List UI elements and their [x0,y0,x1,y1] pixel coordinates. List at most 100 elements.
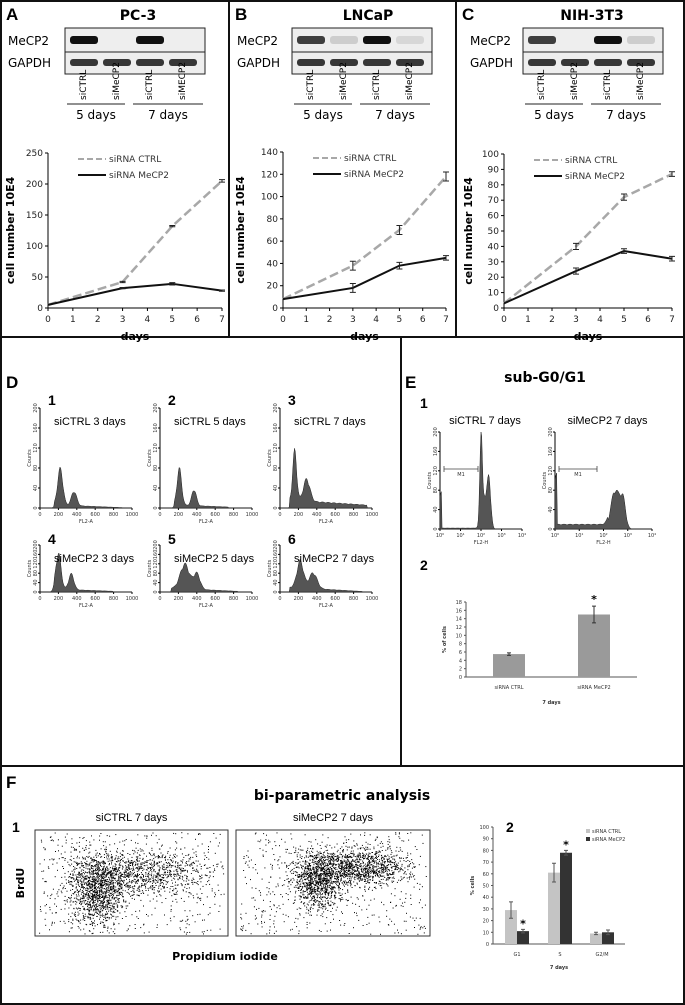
x-tick-label: 200 [294,512,304,518]
scatter-point [307,912,309,914]
scatter-point [109,850,111,852]
scatter-point [109,880,111,882]
scatter-point [326,930,328,932]
scatter-point [82,896,84,898]
scatter-point [311,875,313,877]
scatter-point [341,893,343,895]
scatter-point [126,866,127,868]
scatter-point [149,874,151,876]
scatter-point [265,844,267,846]
scatter-point [325,856,327,858]
y-tick-label: 4 [459,658,462,664]
scatter-point [364,874,366,876]
scatter-point [319,885,321,887]
scatter-point [125,876,127,877]
scatter-point [404,901,406,903]
scatter-point [394,863,396,865]
scatter-point [51,924,53,926]
scatter-point [182,870,184,872]
scatter-point [391,874,392,876]
scatter-point [118,876,120,878]
scatter-point [143,932,145,934]
scatter-point [92,922,94,924]
scatter-point [80,876,82,878]
scatter-point [343,866,345,868]
scatter-point [104,907,106,909]
scatter-point [137,880,139,882]
scatter-point [319,879,321,881]
scatter-point [169,854,171,856]
scatter-point [108,898,110,900]
scatter-point [72,919,74,921]
scatter-point [395,861,397,863]
scatter-point [81,887,83,889]
scatter-point [147,866,149,868]
y-tick-label: 20 [267,282,279,292]
scatter-point [369,876,371,878]
scatter-point [315,901,317,903]
scatter-point [360,878,362,880]
scatter-point [339,887,340,889]
scatter-point [83,902,85,904]
scatter-point [321,904,322,906]
scatter-point [170,859,172,861]
scatter-point [103,845,105,847]
scatter-point [175,869,177,871]
scatter-point [142,859,144,860]
scatter-point [329,883,331,885]
scatter-point [143,879,145,881]
scatter-point [149,859,151,861]
scatter-point [156,876,158,877]
scatter-point [118,885,120,887]
scatter-point [382,872,384,874]
scatter-point [79,890,81,892]
scatter-point [387,848,389,850]
scatter-point [340,900,341,902]
scatter-point [344,862,346,864]
scatter-point [326,871,328,873]
scatter-point [201,874,203,876]
scatter-point [321,888,322,890]
scatter-point [172,890,174,892]
scatter-point [406,857,408,858]
scatter-point [138,890,140,892]
scatter-point [328,893,330,895]
scatter-point [141,878,143,880]
panel-label-d: D [6,373,18,392]
scatter-point [112,874,114,876]
scatter-point [166,887,168,888]
scatter-point [165,872,166,874]
scatter-point [80,870,82,872]
scatter-point [337,875,339,877]
scatter-point [357,867,359,869]
scatter-point [364,848,366,850]
scatter-point [57,891,59,893]
scatter-point [131,897,133,899]
scatter-point [303,891,305,893]
scatter-point [368,869,370,871]
scatter-point [103,898,105,900]
scatter-point [107,853,109,855]
scatter-point [349,880,351,882]
scatter-point [93,869,95,871]
scatter-point [55,851,56,852]
scatter-point [152,888,154,890]
scatter-point [89,874,91,876]
scatter-point [86,909,88,910]
scatter-point [83,849,85,851]
scatter-point [333,872,335,874]
scatter-point [72,923,74,925]
scatter-point [117,883,119,885]
scatter-point [342,861,344,862]
scatter-point [340,898,342,900]
scatter-point [309,888,311,890]
scatter-point [64,922,66,924]
scatter-point [135,847,137,849]
x-tick-label: 600 [90,512,100,518]
scatter-point [383,866,385,868]
scatter-point [315,871,317,873]
band-gapdh [396,59,424,66]
scatter-point [129,885,131,886]
scatter-point [105,867,107,869]
scatter-point [315,893,317,895]
